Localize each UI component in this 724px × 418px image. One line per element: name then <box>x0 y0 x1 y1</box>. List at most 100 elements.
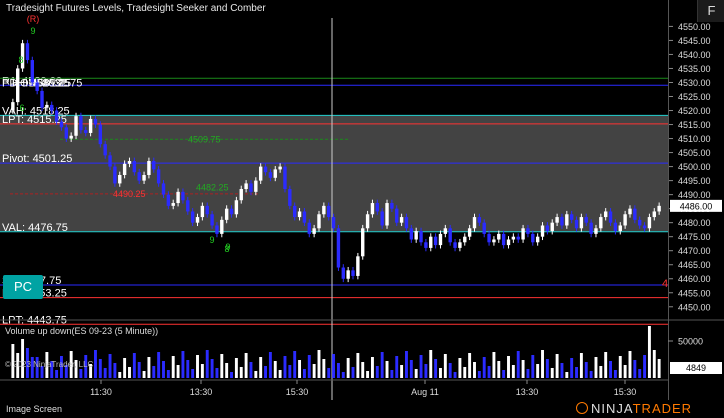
candle-body <box>594 228 598 234</box>
volume-bar <box>589 371 593 378</box>
candle-body <box>98 124 103 145</box>
candle-body <box>467 228 472 237</box>
volume-bar <box>98 359 102 378</box>
hod-label: HOD: 4532.75 <box>12 77 82 89</box>
price-tick-label: 4530.00 <box>678 78 711 88</box>
candle-body <box>234 200 239 215</box>
volume-bar <box>507 356 510 378</box>
volume-bar <box>409 360 413 378</box>
volume-bar <box>113 363 117 378</box>
candle-body <box>497 233 501 240</box>
pc-button[interactable]: PC <box>3 275 43 299</box>
volume-bar <box>142 371 146 378</box>
volume-bar <box>225 363 229 378</box>
candle-body <box>74 116 78 136</box>
volume-bar <box>570 358 574 378</box>
candle-body <box>531 233 535 243</box>
candle-body <box>642 225 647 229</box>
candle-body <box>477 217 482 223</box>
volume-bar <box>157 352 161 378</box>
volume-bar <box>84 355 88 378</box>
candle-body <box>574 219 579 229</box>
candle-body <box>302 211 307 223</box>
price-tick-label: 4470.00 <box>678 246 711 256</box>
candle-body <box>268 172 273 178</box>
candle-body <box>118 175 122 184</box>
candle-body <box>433 236 438 246</box>
seeker-mark: 6 <box>19 103 24 113</box>
candle-body <box>220 219 224 234</box>
volume-bar <box>356 353 360 378</box>
float-button[interactable]: F <box>697 0 724 22</box>
candle-body <box>69 135 73 139</box>
candle-body <box>229 208 234 215</box>
volume-bar <box>45 352 49 378</box>
volume-bar <box>511 365 515 378</box>
candle-body <box>45 104 49 108</box>
candle-body <box>424 242 428 248</box>
volume-bar <box>30 357 34 378</box>
candle-body <box>142 175 146 181</box>
copyright-label: © 2023 NinjaTrader, LLC <box>5 360 94 369</box>
volume-bar <box>327 368 331 378</box>
volume-bar <box>16 353 20 378</box>
current-price-tag <box>670 199 722 212</box>
candle-body <box>395 208 399 223</box>
price-tick-label: 4550.00 <box>678 22 711 32</box>
candle-body <box>30 60 34 83</box>
level-label: VAL: 4476.75 <box>2 222 68 234</box>
candle-body <box>390 203 394 209</box>
volume-bar <box>652 350 656 378</box>
volume-bar <box>128 367 131 378</box>
volume-bar <box>565 372 569 378</box>
volume-bar <box>613 370 617 378</box>
seeker-mark: (R) <box>27 14 40 24</box>
candle-body <box>254 180 258 192</box>
candle-body <box>224 208 229 220</box>
candle-body <box>492 239 496 243</box>
volume-bar <box>181 351 185 378</box>
green-level-label: 4526.25 <box>30 77 70 89</box>
volume-bar <box>332 354 336 378</box>
volume-bar <box>385 361 389 378</box>
candle-body <box>579 217 584 229</box>
volume-bar <box>473 362 476 378</box>
volume-bar <box>458 358 462 378</box>
candle-body <box>613 222 618 232</box>
volume-bar <box>215 368 219 378</box>
candle-body <box>599 217 603 229</box>
volume-bar <box>448 363 452 378</box>
level-label: LPT: 4515.25 <box>2 114 67 126</box>
candle-body <box>429 236 433 248</box>
candle-body <box>93 118 98 125</box>
volume-bar <box>268 352 272 378</box>
brand-prefix: NINJA <box>591 401 633 416</box>
price-tick-label: 4480.00 <box>678 218 711 228</box>
candle-body <box>195 217 200 223</box>
candle-body <box>210 214 214 226</box>
volume-bar <box>400 365 404 378</box>
candle-body <box>186 200 190 212</box>
volume-bar <box>623 365 627 378</box>
candle-body <box>127 160 132 164</box>
time-tick-label: 15:30 <box>286 387 309 397</box>
volume-bar <box>171 356 175 378</box>
volume-bar <box>191 369 195 378</box>
candle-body <box>59 121 64 128</box>
volume-bar <box>239 367 243 378</box>
candle-body <box>608 211 613 223</box>
candle-body <box>35 82 39 91</box>
volume-bar <box>317 350 321 378</box>
candle-body <box>380 211 384 226</box>
candle-body <box>336 228 341 268</box>
candle-body <box>618 225 622 232</box>
candle-body <box>16 68 20 103</box>
volume-bar <box>278 370 282 378</box>
candle-body <box>200 205 205 218</box>
volume-bar <box>492 352 496 378</box>
price-tick-label: 4500.00 <box>678 162 711 172</box>
volume-bar <box>162 361 165 378</box>
time-tick-label: 15:30 <box>614 387 637 397</box>
volume-bar <box>419 355 423 378</box>
